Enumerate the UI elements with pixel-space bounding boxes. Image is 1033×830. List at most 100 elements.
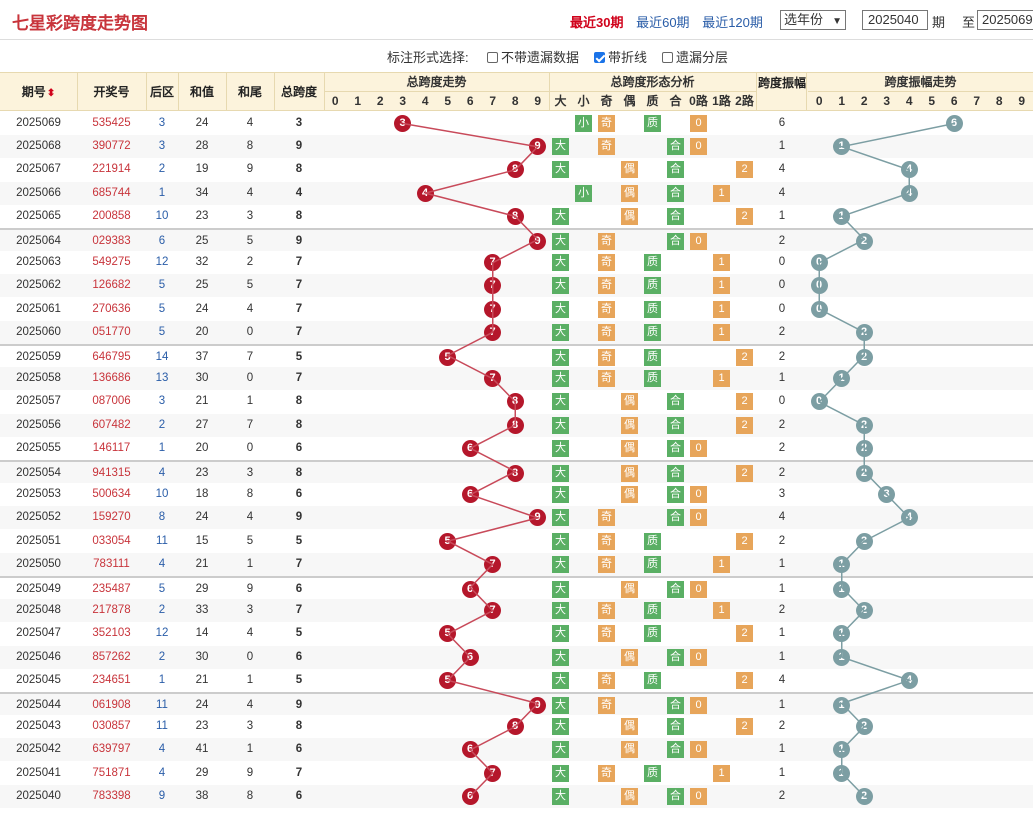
amp-cell: 0 bbox=[778, 256, 786, 269]
number-cell: 126682 bbox=[92, 279, 131, 292]
span-cell: 7 bbox=[295, 256, 303, 269]
header-tail: 和尾 bbox=[237, 85, 262, 99]
link-recent-30[interactable]: 最近30期 bbox=[570, 15, 624, 30]
header-shape-col: 大 bbox=[554, 94, 567, 108]
number-cell: 607482 bbox=[92, 418, 131, 431]
amp-cell: 2 bbox=[778, 789, 786, 802]
tail-cell: 0 bbox=[246, 372, 254, 385]
span-cell: 6 bbox=[295, 743, 303, 756]
header-shape-col: 小 bbox=[577, 94, 590, 108]
span-cell: 7 bbox=[295, 557, 303, 570]
checkbox-icon[interactable] bbox=[662, 52, 673, 63]
shape-tag-big-small: 大 bbox=[552, 323, 569, 341]
sort-arrows-icon[interactable]: ⬍ bbox=[46, 88, 56, 99]
header-amp-digit: 2 bbox=[860, 94, 868, 108]
shape-tag-odd-even: 偶 bbox=[621, 787, 638, 805]
shape-tag-prime: 质 bbox=[644, 349, 661, 366]
amp-cell: 2 bbox=[778, 418, 786, 431]
shape-tag-prime: 质 bbox=[644, 532, 661, 550]
tail-cell: 0 bbox=[246, 441, 254, 454]
option-no-miss[interactable]: 不带遗漏数据 bbox=[487, 47, 579, 66]
option-label: 带折线 bbox=[608, 50, 648, 65]
table-row: 2025067 221914 2 19 9 8 4 8 4 大 偶 合 2 bbox=[0, 158, 1033, 181]
number-cell: 087006 bbox=[92, 395, 131, 408]
sum-cell: 29 bbox=[195, 583, 209, 595]
issue-cell: 2025047 bbox=[16, 627, 61, 640]
amp-ball: 4 bbox=[900, 161, 918, 179]
shape-tag-big-small: 大 bbox=[552, 718, 569, 736]
shape-tag-road: 0 bbox=[690, 509, 707, 527]
link-recent-60[interactable]: 最近60期 bbox=[636, 15, 690, 30]
option-layered[interactable]: 遗漏分层 bbox=[662, 47, 728, 66]
number-cell: 029383 bbox=[92, 235, 131, 247]
span-cell: 8 bbox=[295, 163, 303, 176]
tail-cell: 4 bbox=[246, 699, 254, 711]
issue-cell: 2025063 bbox=[16, 256, 61, 269]
issue-cell: 2025065 bbox=[16, 209, 61, 222]
number-cell: 235487 bbox=[92, 583, 131, 595]
shape-tag-prime: 合 bbox=[667, 697, 684, 714]
shape-tag-big-small: 大 bbox=[552, 581, 569, 598]
range-from-input[interactable]: 2025040 bbox=[862, 10, 928, 30]
range-to-input[interactable]: 2025069 bbox=[977, 10, 1033, 30]
header-number: 开奖号 bbox=[93, 85, 130, 99]
back-cell: 5 bbox=[158, 302, 166, 315]
amp-cell: 4 bbox=[778, 163, 786, 176]
amp-cell: 4 bbox=[778, 673, 786, 686]
span-cell: 3 bbox=[295, 117, 303, 129]
shape-tag-road: 1 bbox=[713, 300, 730, 318]
amp-cell: 2 bbox=[778, 604, 786, 617]
amp-cell: 2 bbox=[778, 720, 786, 733]
sum-cell: 29 bbox=[195, 766, 209, 779]
table-row: 2025056 607482 2 27 7 8 2 8 2 大 偶 合 2 bbox=[0, 413, 1033, 437]
tail-cell: 3 bbox=[246, 604, 254, 617]
shape-tag-road: 0 bbox=[690, 486, 707, 504]
link-recent-120[interactable]: 最近120期 bbox=[702, 15, 763, 30]
issue-cell: 2025043 bbox=[16, 720, 61, 733]
back-cell: 12 bbox=[155, 256, 169, 269]
span-ball: 8 bbox=[506, 161, 524, 179]
span-cell: 7 bbox=[295, 372, 303, 385]
top-bar: 七星彩跨度走势图 最近30期 最近60期 最近120期 选年份 2025040 … bbox=[0, 0, 1033, 40]
shape-tag-big-small: 大 bbox=[552, 625, 569, 643]
table-row: 2025064 029383 6 25 5 9 2 9 2 大 奇 合 0 bbox=[0, 228, 1033, 251]
span-cell: 8 bbox=[295, 209, 303, 222]
shape-tag-big-small: 大 bbox=[552, 161, 569, 179]
span-ball: 7 bbox=[484, 602, 501, 620]
span-ball: 3 bbox=[394, 115, 411, 132]
span-cell: 5 bbox=[295, 351, 303, 363]
option-polyline[interactable]: 带折线 bbox=[594, 47, 647, 66]
column-divider bbox=[806, 73, 807, 110]
header-amp-digit: 1 bbox=[838, 94, 846, 108]
shape-tag-big-small: 大 bbox=[552, 741, 569, 759]
amp-ball: 1 bbox=[833, 764, 850, 782]
year-select[interactable]: 选年份 bbox=[780, 10, 846, 31]
table-row: 2025040 783398 9 38 8 6 2 6 2 大 偶 合 0 bbox=[0, 784, 1033, 808]
amp-cell: 1 bbox=[778, 650, 786, 663]
span-ball: 9 bbox=[529, 138, 546, 156]
span-ball: 9 bbox=[529, 509, 546, 527]
header-shape-col: 偶 bbox=[623, 94, 636, 108]
span-cell: 6 bbox=[295, 441, 303, 454]
checkbox-checked-icon[interactable] bbox=[594, 52, 605, 63]
shape-tag-prime: 合 bbox=[667, 161, 684, 179]
span-ball: 9 bbox=[529, 233, 546, 250]
header-issue[interactable]: 期号⬍ bbox=[21, 85, 56, 99]
header-amp-trend: 跨度振幅走势 bbox=[808, 73, 1033, 92]
number-cell: 941315 bbox=[92, 467, 131, 479]
header-shape: 总跨度形态分析 bbox=[549, 73, 756, 92]
amp-ball: 4 bbox=[900, 671, 918, 689]
sum-cell: 27 bbox=[195, 418, 209, 431]
shape-tag-road: 0 bbox=[690, 741, 707, 759]
table-row: 2025042 639797 4 41 1 6 1 6 1 大 偶 合 0 bbox=[0, 738, 1033, 762]
table-row: 2025060 051770 5 20 0 7 2 7 2 大 奇 质 1 bbox=[0, 320, 1033, 344]
shape-tag-road: 1 bbox=[713, 602, 730, 620]
tail-cell: 4 bbox=[246, 627, 254, 640]
number-cell: 234651 bbox=[92, 673, 131, 686]
header-amp-digit: 6 bbox=[950, 94, 958, 108]
amp-cell: 2 bbox=[778, 467, 786, 479]
header-span-digit: 2 bbox=[376, 94, 384, 108]
checkbox-icon[interactable] bbox=[487, 52, 498, 63]
shape-tag-big-small: 大 bbox=[552, 486, 569, 504]
back-cell: 2 bbox=[158, 604, 166, 617]
